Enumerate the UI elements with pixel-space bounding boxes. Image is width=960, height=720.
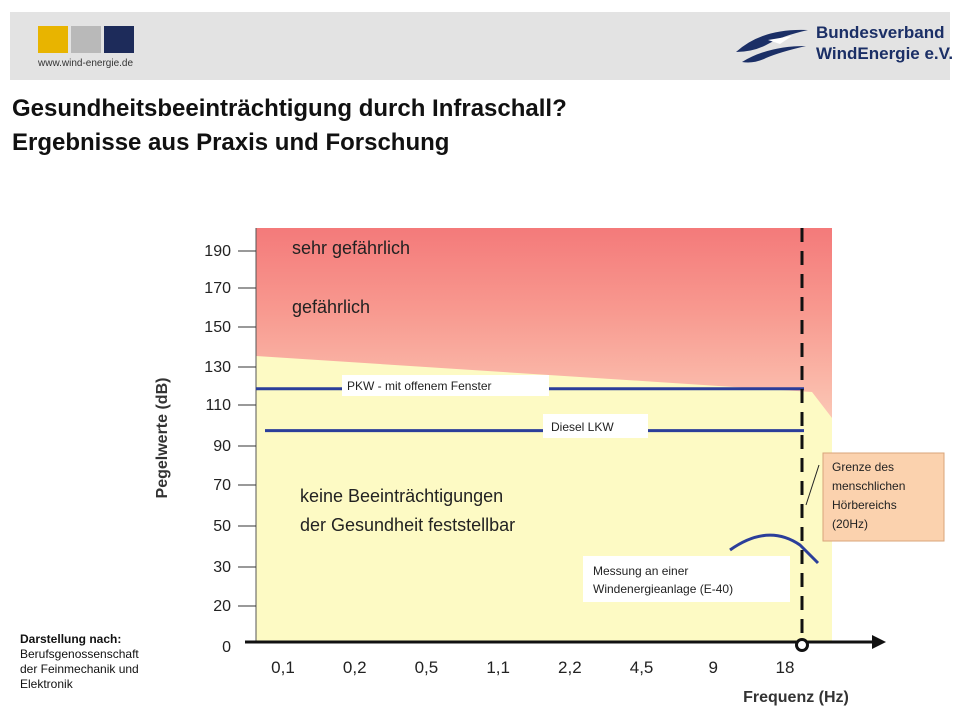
boundary-label-line2: menschlichen (832, 479, 905, 493)
x-tick-label: 1,1 (486, 658, 510, 677)
zone-label-safe-line2: der Gesundheit feststellbar (300, 515, 515, 535)
x-axis-label: Frequenz (Hz) (743, 689, 849, 706)
danger-zone (256, 228, 832, 418)
y-tick-label: 190 (204, 243, 231, 260)
title-line1: Gesundheitsbeeinträchtigung durch Infras… (12, 95, 567, 122)
zone-label-dangerous: gefährlich (292, 297, 370, 317)
y-axis-ticks: 190 170 150 130 110 90 70 50 30 20 0 (204, 243, 256, 656)
boundary-callout-line (805, 464, 820, 506)
boundary-label-box (822, 452, 945, 542)
reference-label-pkw: PKW - mit offenem Fenster (347, 379, 492, 393)
bwe-emblem-icon (736, 29, 808, 63)
source-line2: der Feinmechanik und (20, 662, 139, 676)
y-tick-label: 170 (204, 280, 231, 297)
x-tick-label: 18 (776, 658, 795, 677)
y-axis-label: Pegelwerte (dB) (154, 378, 171, 499)
source-line3: Elektronik (20, 677, 73, 691)
source-line1: Berufsgenossenschaft (20, 647, 139, 661)
y-tick-label: 0 (222, 639, 231, 656)
y-tick-label: 70 (213, 477, 231, 494)
boundary-label-line3: Hörbereichs (832, 498, 897, 512)
zone-label-safe-line1: keine Beeinträchtigungen (300, 486, 503, 506)
y-tick-label: 50 (213, 518, 231, 535)
x-tick-label: 4,5 (630, 658, 654, 677)
boundary-label-line1: Grenze des (832, 460, 894, 474)
reference-label-diesel-lkw: Diesel LKW (551, 420, 614, 434)
organization-name: Bundesverband WindEnergie e.V. (816, 22, 953, 64)
logo-square-navy (104, 26, 134, 53)
organization-name-line1: Bundesverband (816, 23, 945, 42)
x-tick-label: 9 (709, 658, 718, 677)
organization-name-line2: WindEnergie e.V. (816, 44, 954, 63)
x-tick-label: 0,5 (415, 658, 439, 677)
boundary-label-line4: (20Hz) (832, 517, 868, 531)
y-tick-label: 130 (204, 359, 231, 376)
logo-square-gray (71, 26, 101, 53)
zone-label-very-dangerous: sehr gefährlich (292, 238, 410, 258)
logo-square-yellow (38, 26, 68, 53)
reference-label-box-diesel-lkw (543, 414, 648, 438)
page-title: Gesundheitsbeeinträchtigung durch Infras… (12, 92, 567, 160)
title-line2: Ergebnisse aus Praxis und Forschung (12, 129, 450, 156)
measurement-label-line2: Windenergieanlage (E-40) (593, 582, 733, 596)
source-note: Darstellung nach: Berufsgenossenschaft d… (20, 632, 139, 692)
x-axis-tick-labels: 0,1 0,2 0,5 1,1 2,2 4,5 9 18 (271, 658, 794, 677)
measurement-curve (729, 533, 820, 565)
measurement-label-box (583, 556, 790, 602)
y-tick-label: 20 (213, 598, 231, 615)
x-axis-arrow-icon (872, 635, 886, 649)
header-band (10, 12, 950, 80)
x-tick-label: 0,1 (271, 658, 295, 677)
y-tick-label: 150 (204, 319, 231, 336)
x-tick-label: 0,2 (343, 658, 367, 677)
website-url: www.wind-energie.de (38, 58, 134, 69)
source-heading: Darstellung nach: (20, 632, 122, 646)
x-tick-label: 2,2 (558, 658, 582, 677)
y-tick-label: 90 (213, 438, 231, 455)
measurement-label-line1: Messung an einer (593, 564, 688, 578)
boundary-axis-marker (795, 638, 809, 652)
y-tick-label: 110 (205, 397, 231, 414)
y-tick-label: 30 (213, 559, 231, 576)
reference-label-box-pkw (342, 375, 549, 396)
